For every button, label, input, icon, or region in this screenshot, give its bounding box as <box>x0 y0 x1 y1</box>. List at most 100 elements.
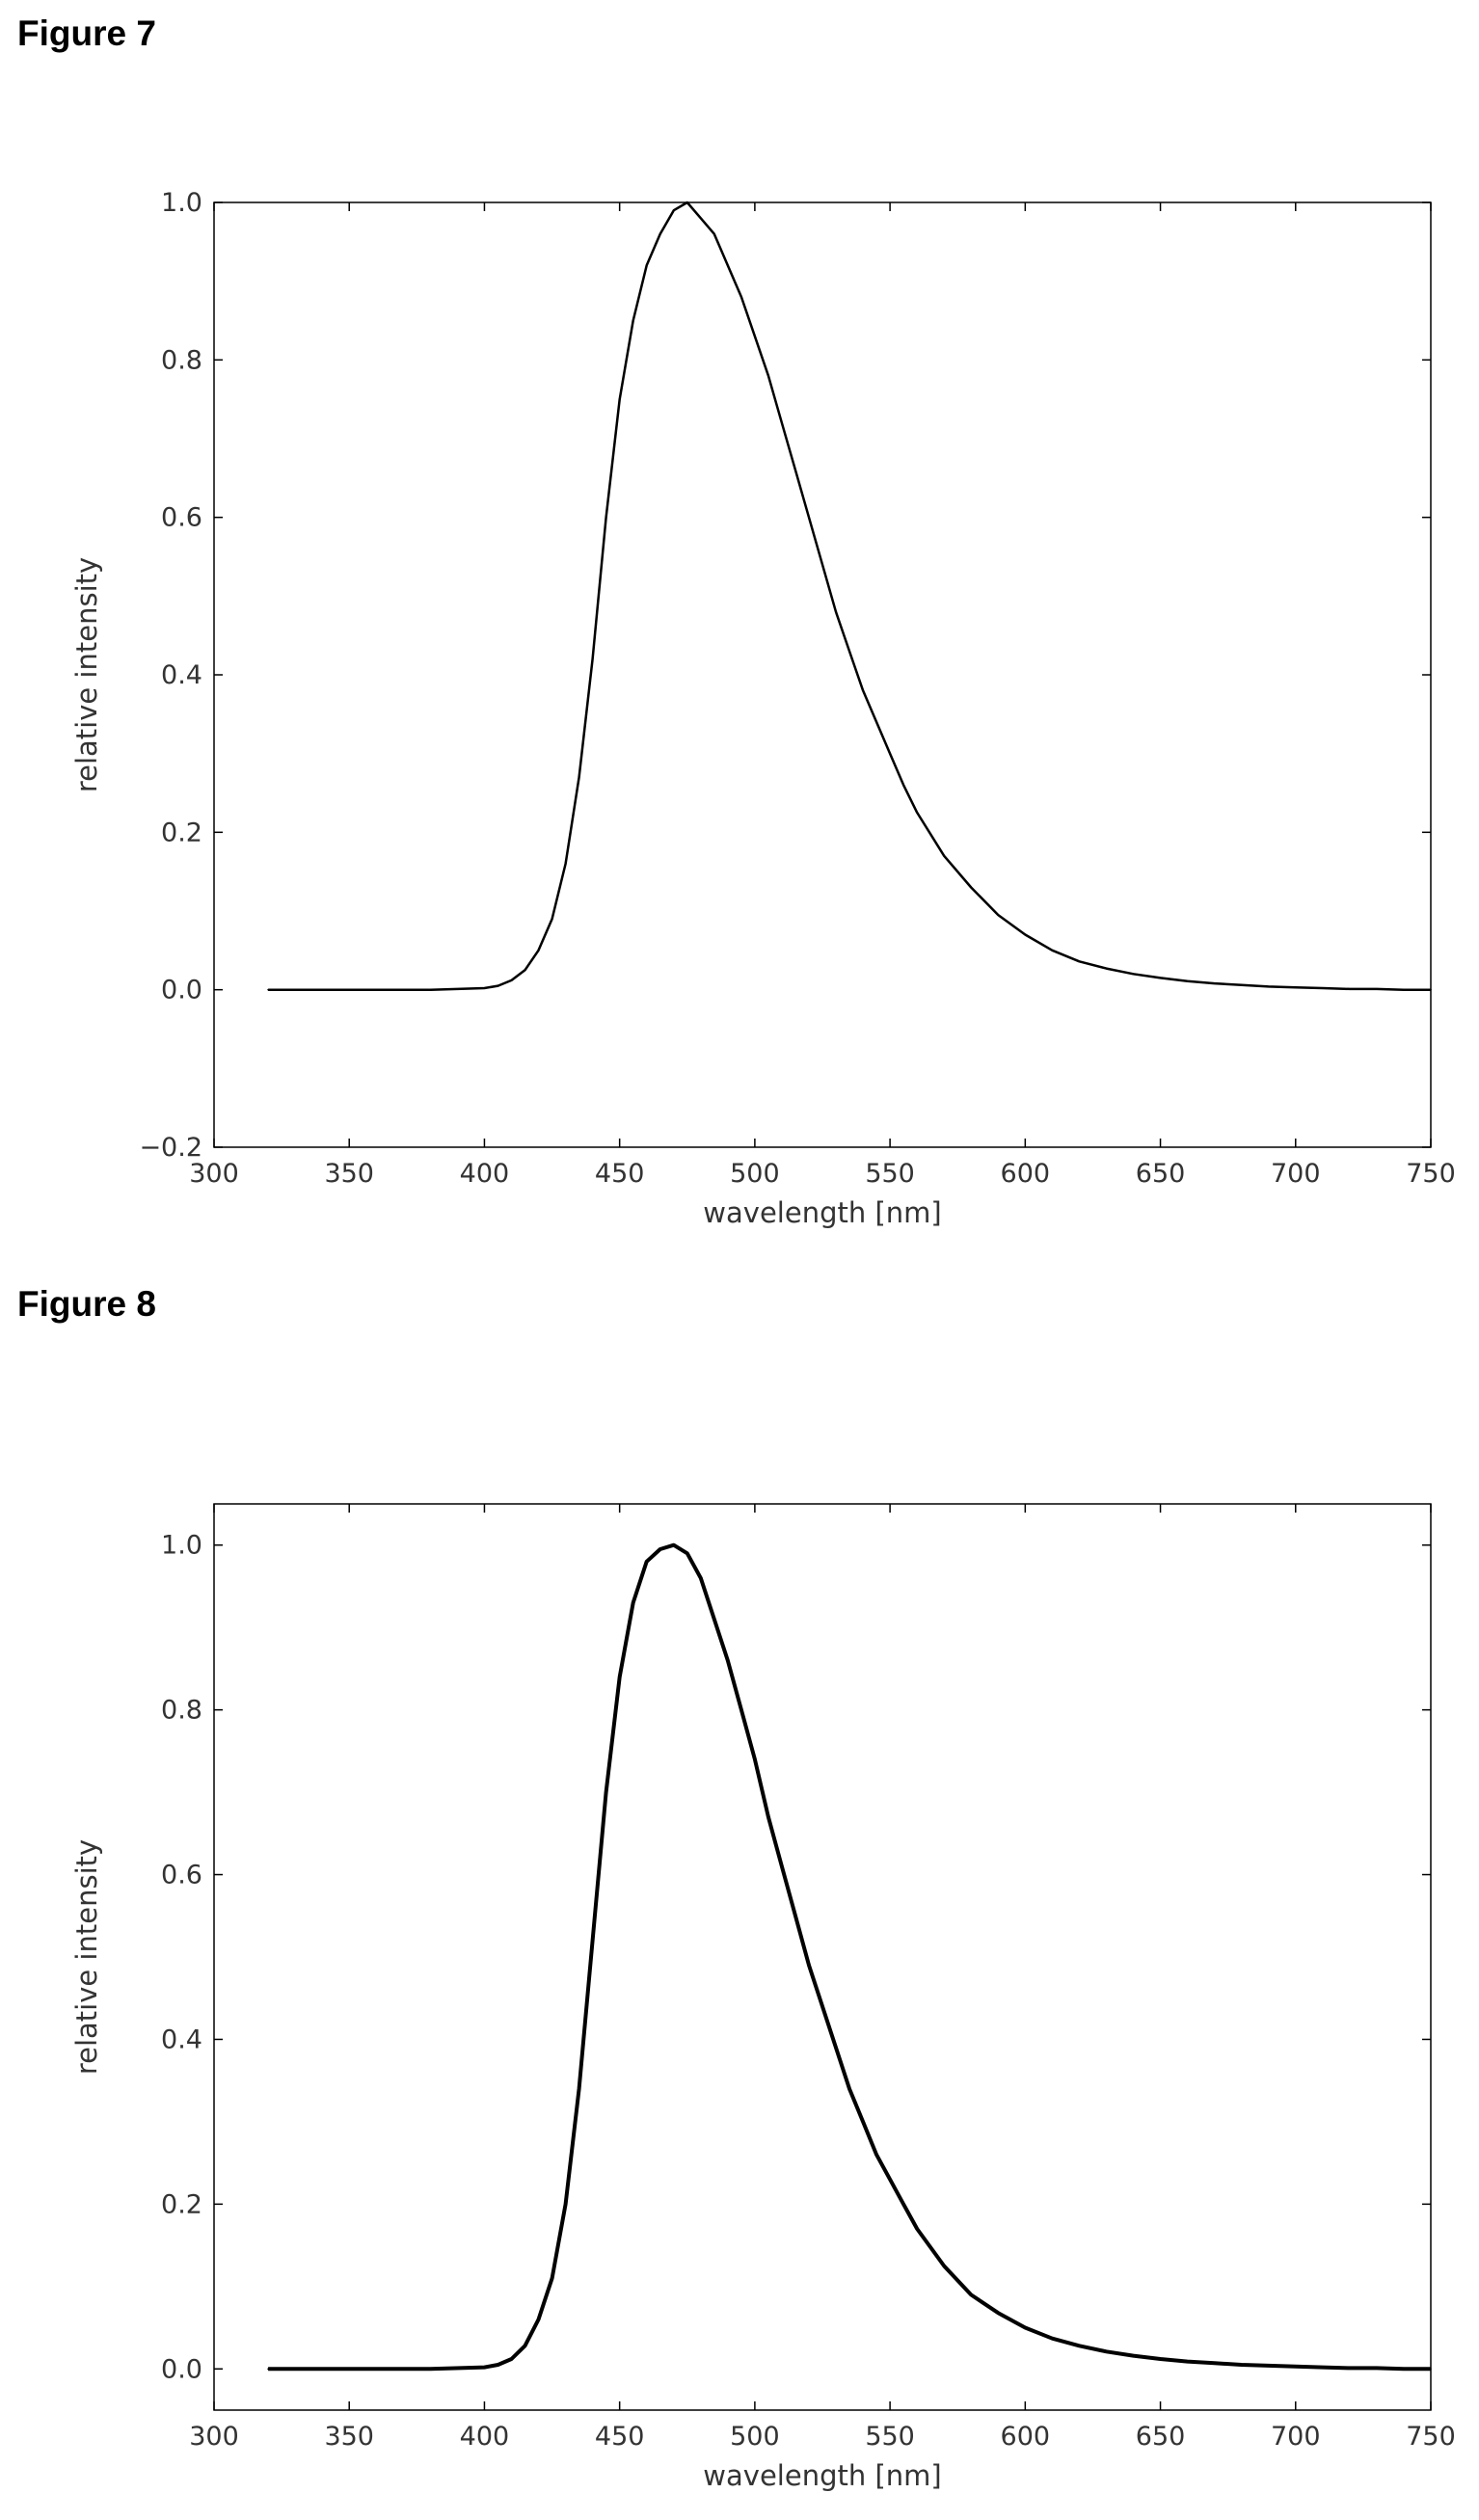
y-tick-label: −0.2 <box>139 1133 202 1163</box>
y-tick-label: 0.2 <box>161 2189 202 2219</box>
data-point <box>700 1577 702 1579</box>
y-tick-label: 0.2 <box>161 818 202 847</box>
data-point <box>524 2345 526 2347</box>
data-point <box>1159 977 1162 979</box>
data-point <box>781 421 783 424</box>
data-point <box>686 201 688 203</box>
x-axis-label: wavelength [nm] <box>703 2459 941 2492</box>
data-point <box>618 398 621 400</box>
x-tick-label: 700 <box>1271 2422 1321 2452</box>
data-point <box>537 950 540 952</box>
data-point <box>727 264 729 267</box>
x-axis-label: wavelength [nm] <box>703 1196 941 1229</box>
y-tick-label: 0.0 <box>161 2354 202 2384</box>
data-point <box>808 1964 810 1967</box>
data-point <box>1105 967 1108 970</box>
data-point <box>632 1601 634 1604</box>
data-point <box>618 1676 621 1678</box>
y-tick-label: 0.0 <box>161 976 202 1005</box>
data-point <box>267 2368 269 2371</box>
data-point <box>875 721 877 723</box>
x-tick-label: 650 <box>1136 2422 1186 2452</box>
y-tick-label: 0.6 <box>161 503 202 533</box>
data-point <box>889 2178 891 2181</box>
data-point <box>672 209 675 211</box>
data-point <box>970 886 973 889</box>
spectrum-line <box>268 1542 1431 2372</box>
data-point <box>767 374 769 377</box>
x-tick-label: 350 <box>324 1159 374 1189</box>
data-point <box>781 1865 783 1867</box>
chart-figure-8: 300 350 400 450 500 550 600 650 700 750 0.0 0.2 0.4 0… <box>70 1503 1456 2492</box>
data-point <box>1267 985 1270 988</box>
data-point <box>821 563 823 566</box>
data-point <box>497 984 499 987</box>
data-point <box>727 1659 729 1662</box>
data-point <box>1186 2360 1189 2363</box>
y-tick-label: 0.8 <box>161 1696 202 1726</box>
data-point <box>1267 2365 1270 2367</box>
data-point <box>348 988 351 991</box>
x-tick-label: 450 <box>595 2422 645 2452</box>
data-point <box>551 918 553 920</box>
data-point <box>1132 2354 1135 2357</box>
data-point <box>740 1708 742 1711</box>
data-point <box>645 1561 648 1563</box>
data-point <box>875 2154 877 2156</box>
x-tick-label: 300 <box>189 2422 239 2452</box>
data-point <box>862 2121 864 2123</box>
x-tick-label: 300 <box>189 1159 239 1189</box>
y-tick-label: 0.6 <box>161 1861 202 1890</box>
x-tick-label: 400 <box>460 2422 510 2452</box>
data-point <box>1349 2367 1351 2370</box>
figure-8-title: Figure 8 <box>17 1284 156 1324</box>
data-point <box>483 2366 486 2369</box>
data-point <box>429 2368 432 2371</box>
x-tick-label: 700 <box>1271 1159 1321 1189</box>
data-point <box>564 863 567 865</box>
data-point <box>821 2005 823 2008</box>
data-point <box>1159 2358 1162 2360</box>
data-point <box>686 1552 688 1555</box>
data-point <box>1322 2366 1324 2369</box>
data-point <box>1051 950 1054 952</box>
y-tick-label: 1.0 <box>161 188 202 218</box>
data-point <box>483 987 486 989</box>
data-point <box>794 1915 796 1917</box>
data-point <box>645 264 648 267</box>
data-point <box>1376 988 1378 990</box>
data-point <box>794 469 796 471</box>
x-tick-label: 550 <box>865 1159 915 1189</box>
data-point <box>591 657 594 660</box>
data-point <box>510 2358 513 2360</box>
plot-frame <box>213 201 1432 1148</box>
data-point <box>1078 2345 1081 2347</box>
data-point <box>578 776 580 778</box>
data-point <box>659 1548 661 1550</box>
x-tick-label: 350 <box>324 2422 374 2452</box>
data-point <box>605 516 607 519</box>
data-point <box>848 2087 850 2090</box>
x-tick-label: 600 <box>1001 1159 1051 1189</box>
data-point <box>1240 2364 1243 2366</box>
figure-7-title: Figure 7 <box>17 13 156 53</box>
data-point <box>672 1543 675 1546</box>
data-point <box>632 319 634 322</box>
data-point <box>267 988 269 991</box>
data-point <box>1294 2365 1297 2368</box>
data-point <box>659 232 661 235</box>
data-point <box>1213 2362 1216 2365</box>
data-point <box>835 610 837 613</box>
data-point <box>1240 983 1243 986</box>
data-point <box>713 232 715 235</box>
data-point <box>1024 933 1027 936</box>
data-point <box>429 988 432 991</box>
data-point <box>916 2228 918 2230</box>
x-tick-label: 750 <box>1406 2422 1456 2452</box>
data-point <box>591 1940 594 1942</box>
x-tick-label: 500 <box>730 1159 780 1189</box>
data-point <box>902 2203 904 2206</box>
data-point <box>1403 988 1405 991</box>
data-point <box>1403 2368 1405 2371</box>
data-point <box>808 516 810 519</box>
